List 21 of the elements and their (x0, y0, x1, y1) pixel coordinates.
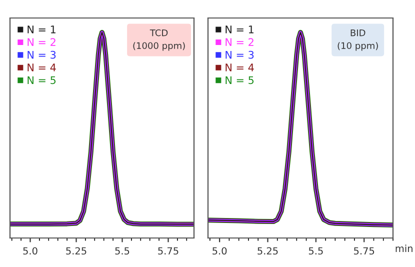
x-tick-label: 5.0 (23, 247, 38, 255)
x-axis-title: min (396, 244, 412, 252)
x-tick-label: 5.0 (212, 247, 227, 255)
annotation: BID (10 ppm) (338, 29, 378, 51)
x-tick-label: 5.75 (158, 247, 178, 255)
legend-label: N = 2 (28, 38, 56, 46)
legend-label: N = 1 (28, 26, 56, 34)
legend-label: N = 5 (226, 76, 254, 84)
legend-label: N = 3 (226, 50, 254, 59)
legend-label: N = 2 (226, 38, 254, 46)
x-tick-label: 5.25 (66, 247, 86, 255)
legend-label: N = 4 (28, 64, 56, 72)
legend-label: N = 4 (226, 64, 254, 72)
x-tick-label: 5.5 (308, 247, 323, 255)
x-tick-label: 5.5 (115, 247, 130, 255)
x-tick-label: 5.75 (354, 247, 374, 255)
legend-label: N = 3 (28, 50, 56, 59)
legend-label: N = 1 (226, 26, 254, 34)
annotation: TCD (1000 ppm) (133, 29, 185, 51)
legend-label: N = 5 (28, 76, 56, 84)
x-tick-label: 5.25 (258, 247, 278, 255)
